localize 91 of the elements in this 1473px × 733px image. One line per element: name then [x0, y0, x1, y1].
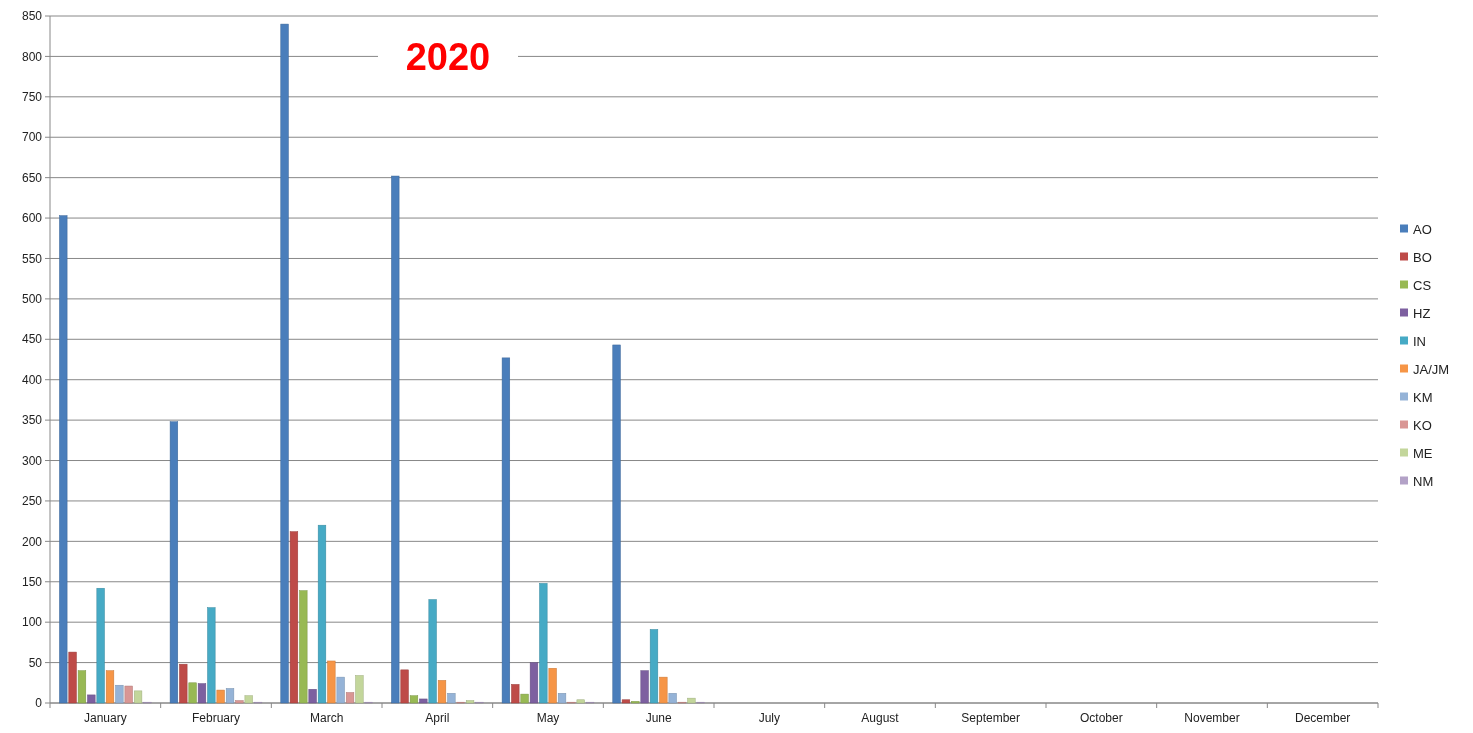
legend-label: JA/JM	[1413, 362, 1450, 378]
x-tick-label: July	[758, 711, 781, 725]
y-tick-label: 850	[21, 9, 43, 24]
bar	[235, 700, 244, 704]
bar	[225, 688, 235, 704]
bar	[124, 685, 133, 704]
bar	[437, 680, 447, 704]
y-tick-label: 50	[28, 655, 43, 670]
legend-label: HZ	[1413, 306, 1431, 322]
bar	[649, 629, 659, 704]
bar	[68, 651, 77, 704]
bar	[59, 215, 68, 704]
y-tick-label: 700	[21, 130, 43, 145]
text: 2020	[405, 35, 491, 78]
bar	[96, 587, 105, 704]
bar	[612, 344, 621, 704]
bar	[520, 693, 529, 704]
x-tick-label: October	[1079, 711, 1123, 725]
bar	[539, 583, 548, 704]
x-tick-label: June	[645, 711, 672, 725]
bar	[289, 531, 299, 704]
bar	[465, 700, 475, 704]
y-tick-label: 200	[21, 534, 43, 549]
legend-label: AO	[1413, 222, 1432, 238]
y-tick-label: 550	[21, 251, 43, 266]
x-tick-label: February	[191, 711, 241, 725]
y-tick-label: 100	[21, 615, 43, 630]
bar	[501, 357, 511, 704]
x-tick-label: April	[425, 711, 450, 725]
bar	[179, 663, 188, 704]
y-tick-label: 650	[21, 170, 43, 185]
x-tick-label: March	[309, 711, 344, 725]
bar	[345, 692, 355, 704]
bar	[548, 668, 557, 704]
y-tick-label: 300	[21, 453, 43, 468]
x-tick-label: November	[1184, 711, 1240, 725]
bar	[391, 175, 400, 704]
bar	[659, 676, 668, 704]
bar	[244, 695, 253, 704]
bar	[576, 699, 585, 704]
bar	[308, 689, 317, 704]
y-tick-label: 250	[21, 494, 43, 509]
legend-label: BO	[1413, 250, 1432, 266]
y-tick-label: 800	[21, 49, 43, 64]
legend-label: CS	[1413, 278, 1432, 294]
legend-label: KO	[1413, 418, 1432, 434]
y-tick-label: 500	[21, 292, 43, 307]
bar	[87, 694, 96, 704]
x-tick-label: August	[861, 711, 900, 725]
bar	[105, 670, 115, 704]
bar	[280, 23, 289, 704]
bar	[115, 684, 124, 704]
legend-label: KM	[1413, 390, 1433, 406]
bar	[557, 693, 567, 704]
bar	[317, 524, 327, 704]
bar	[447, 693, 456, 704]
bar	[216, 689, 225, 704]
bar	[529, 662, 539, 704]
y-tick-label: 600	[21, 211, 43, 226]
bar	[621, 699, 631, 704]
bar	[299, 590, 308, 704]
y-tick-label: 400	[21, 372, 43, 387]
bar	[640, 670, 649, 704]
bar	[197, 683, 207, 704]
legend-label: NM	[1413, 474, 1434, 490]
bar	[428, 599, 437, 704]
bar	[400, 669, 409, 704]
x-tick-label: January	[83, 711, 127, 725]
y-tick-label: 150	[21, 574, 43, 589]
y-tick-label: 0	[35, 696, 43, 711]
legend-label: IN	[1413, 334, 1426, 350]
x-tick-label: December	[1294, 711, 1351, 725]
bar	[207, 607, 216, 704]
bar	[511, 684, 520, 704]
bar	[668, 693, 677, 704]
x-tick-label: May	[536, 711, 560, 725]
bar	[188, 682, 197, 704]
y-tick-label: 750	[21, 90, 43, 105]
bar	[355, 675, 364, 704]
bar	[77, 670, 87, 704]
y-tick-label: 350	[21, 413, 43, 428]
bar	[409, 695, 419, 704]
bar	[419, 698, 428, 704]
bar	[336, 676, 345, 704]
bar	[687, 697, 696, 704]
bar	[133, 690, 143, 704]
x-tick-label: September	[961, 711, 1021, 725]
bar	[327, 660, 336, 704]
y-tick-label: 450	[21, 332, 43, 347]
legend-label: ME	[1413, 446, 1433, 462]
bar	[169, 421, 179, 704]
